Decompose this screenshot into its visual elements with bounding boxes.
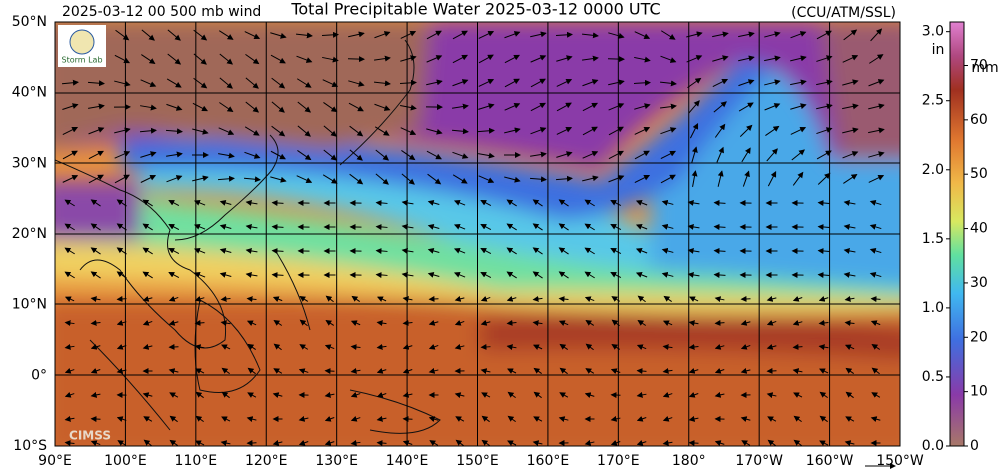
lon-label: 90°E xyxy=(38,453,72,469)
lat-label: 30°N xyxy=(12,155,47,171)
in-tick-label: 0.0 xyxy=(922,438,944,454)
wind-arrow xyxy=(430,299,439,300)
colorbar-in-unit: in xyxy=(932,42,945,58)
source-label: (CCU/ATM/SSL) xyxy=(791,5,896,21)
in-tick-label: 3.0 xyxy=(922,24,944,40)
in-tick-label: 1.0 xyxy=(922,300,944,316)
lat-label: 10°N xyxy=(12,297,47,313)
wind-arrow xyxy=(92,419,101,420)
lon-label: 110°E xyxy=(175,453,218,469)
logo-emblem xyxy=(70,30,94,54)
lat-label: 0° xyxy=(31,367,47,383)
wind-arrow xyxy=(690,443,699,444)
lon-label: 120°E xyxy=(245,453,288,469)
lon-label: 100°E xyxy=(104,453,147,469)
mm-tick-label: 60 xyxy=(970,112,988,128)
lon-label: 140°E xyxy=(386,453,429,469)
in-tick-label: 2.0 xyxy=(922,162,944,178)
lat-label: 10°S xyxy=(13,438,47,454)
lat-label: 40°N xyxy=(12,85,47,101)
lat-label: 20°N xyxy=(12,226,47,242)
lon-label: 160°W xyxy=(806,453,854,469)
lon-label: 150°E xyxy=(456,453,499,469)
lon-label: 150°W xyxy=(876,453,924,469)
mm-tick-label: 20 xyxy=(970,329,988,345)
lon-label: 160°E xyxy=(527,453,570,469)
lat-label: 50°N xyxy=(12,14,47,30)
logo-bottom-text: CIMSS xyxy=(69,429,111,443)
tpw-field xyxy=(40,20,920,460)
wind-arrow xyxy=(326,371,335,372)
wind-label: 2025-03-12 00 500 mb wind xyxy=(62,4,261,20)
wind-arrow xyxy=(482,347,491,348)
mm-tick-label: 30 xyxy=(970,275,988,291)
lon-label: 170°E xyxy=(597,453,640,469)
colorbar xyxy=(950,22,964,446)
mm-tick-label: 10 xyxy=(970,384,988,400)
lon-label: 170°W xyxy=(735,453,783,469)
mm-tick-label: 40 xyxy=(970,221,988,237)
mm-tick-label: 70 xyxy=(970,57,988,73)
lon-label: 180° xyxy=(672,453,706,469)
mm-tick-label: 50 xyxy=(970,166,988,182)
title: Total Precipitable Water 2025-03-12 0000… xyxy=(290,0,660,19)
in-tick-label: 2.5 xyxy=(922,93,944,109)
mm-tick-label: 0 xyxy=(970,438,979,454)
logo-top-text: Storm Lab xyxy=(61,56,102,65)
lon-label: 130°E xyxy=(315,453,358,469)
in-tick-label: 1.5 xyxy=(922,231,944,247)
in-tick-label: 0.5 xyxy=(922,369,944,385)
